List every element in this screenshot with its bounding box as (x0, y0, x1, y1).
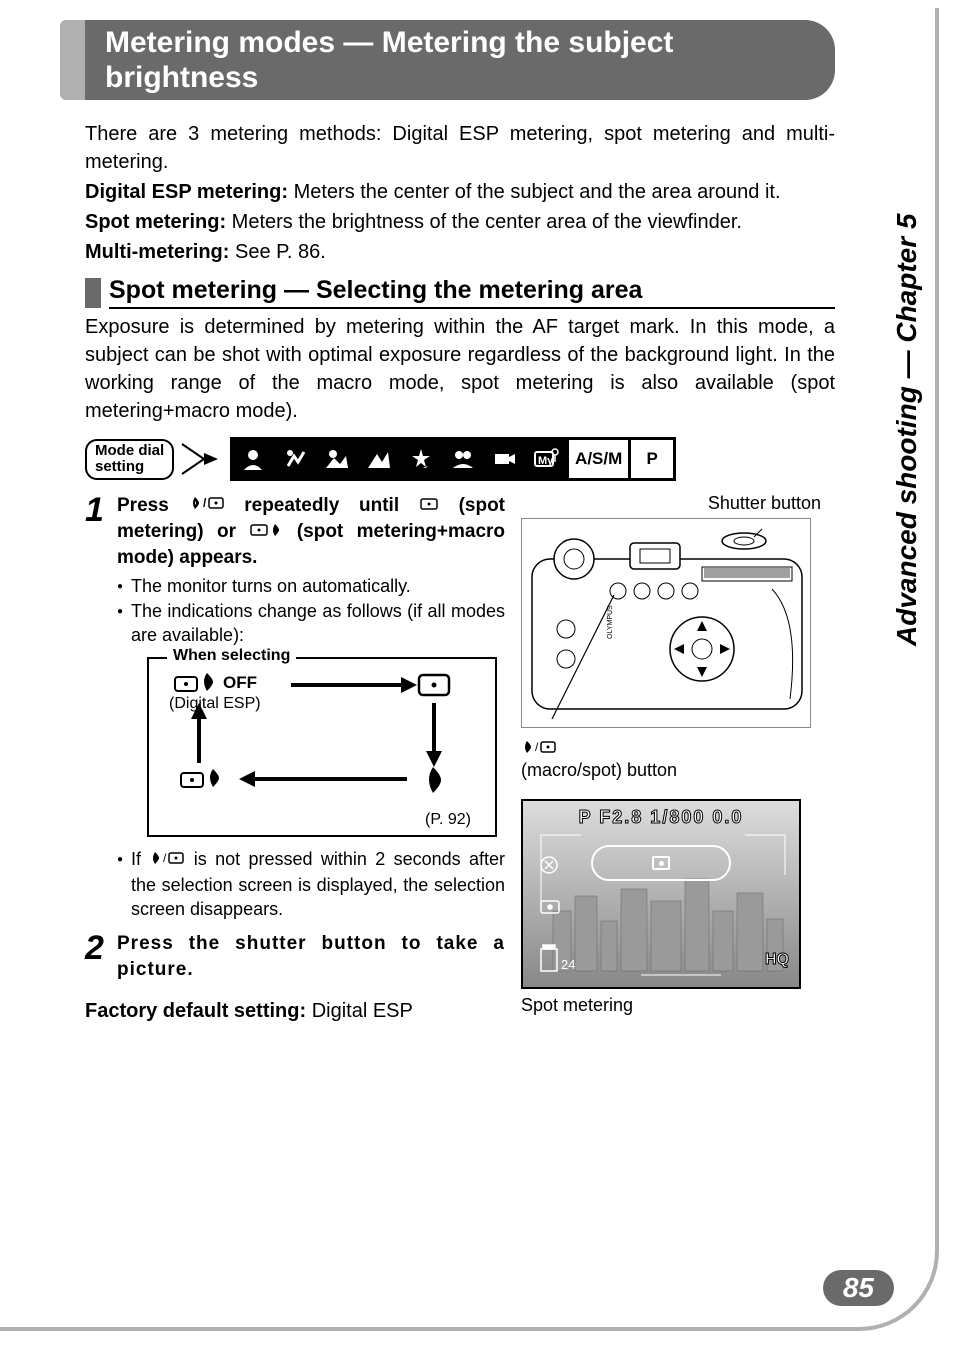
intro-overview: There are 3 metering methods: Digital ES… (85, 120, 835, 176)
macro-spot-combo-icon: / (189, 493, 225, 519)
right-column: Shutter button (521, 493, 821, 1023)
step-2-number: 2 (85, 931, 111, 982)
intro-digital-esp: Digital ESP metering: Meters the center … (85, 178, 835, 206)
two-columns: 1 Press / repeatedly until (spot meterin… (85, 493, 835, 1023)
svg-text:24: 24 (561, 957, 575, 972)
camera-illustration: OLYMPUS (521, 518, 811, 728)
content-area: There are 3 metering methods: Digital ES… (85, 120, 835, 1023)
cycle-off-sublabel: (Digital ESP) (169, 695, 261, 713)
lcd-preview: P F2.8 1/800 0.0 (521, 799, 801, 989)
mode-night-icon (401, 440, 443, 478)
svg-text:/: / (203, 496, 207, 510)
mode-sports-icon (275, 440, 317, 478)
mode-portrait-icon (233, 440, 275, 478)
spot-macro-icon (249, 519, 283, 545)
step-1-body: Press / repeatedly until (spot metering)… (117, 493, 505, 921)
step-2-lead: Press the shutter button to take a pictu… (117, 931, 505, 982)
header-left-stub (60, 20, 85, 100)
cycle-svg (161, 669, 487, 815)
intro-spot: Spot metering: Meters the brightness of … (85, 208, 835, 236)
macro-spot-combo-icon-2: / (149, 848, 185, 872)
bullet-timeout: If / is not pressed within 2 seconds aft… (117, 847, 505, 921)
step-1-lead: Press / repeatedly until (spot metering)… (117, 493, 505, 570)
mode-mymode-icon: My (527, 440, 569, 478)
svg-text:My: My (538, 455, 554, 467)
spot-icon (419, 493, 439, 519)
svg-text:/: / (535, 740, 539, 754)
lcd-scene: 24 (523, 801, 803, 991)
step-1-bullets-2: If / is not pressed within 2 seconds aft… (117, 847, 505, 921)
factory-default: Factory default setting: Digital ESP (85, 1000, 505, 1023)
step-1-number: 1 (85, 493, 111, 921)
subhead-accent-bar (85, 278, 101, 308)
lcd-spot-frame-icon (591, 845, 731, 881)
intro-multi: Multi-metering: See P. 86. (85, 238, 835, 266)
cycle-diagram: When selecting (147, 657, 497, 837)
left-column: 1 Press / repeatedly until (spot meterin… (85, 493, 505, 1023)
bullet-monitor: The monitor turns on automatically. (117, 574, 505, 598)
shutter-button-label: Shutter button (521, 493, 821, 514)
mode-p-cell: P (631, 440, 673, 478)
lcd-caption: Spot metering (521, 995, 821, 1016)
mode-landscape-portrait-icon (317, 440, 359, 478)
page-header: Metering modes — Metering the subject br… (85, 20, 835, 100)
cycle-page-ref: (P. 92) (425, 811, 471, 829)
cycle-title: When selecting (167, 647, 296, 665)
subhead-description: Exposure is determined by metering withi… (85, 313, 835, 425)
intro-block: There are 3 metering methods: Digital ES… (85, 120, 835, 266)
lcd-hq-label: HQ (765, 951, 789, 969)
mode-dial-label: Mode dialsetting (85, 439, 174, 480)
svg-text:OLYMPUS: OLYMPUS (607, 605, 614, 639)
side-tab: Advanced shooting — Chapter 5 (877, 120, 932, 640)
step-2: 2 Press the shutter button to take a pic… (85, 931, 505, 982)
macro-spot-combo-icon-3: / (521, 739, 557, 760)
subhead-text: Spot metering — Selecting the metering a… (109, 276, 835, 309)
mode-asm-cell: A/S/M (569, 440, 631, 478)
side-tab-text: Advanced shooting — Chapter 5 (891, 126, 923, 646)
macro-spot-button-label: / (macro/spot) button (521, 738, 821, 781)
mode-dial-row: Mode dialsetting My A/S/M P (85, 437, 835, 481)
svg-text:/: / (163, 851, 167, 865)
page-number: 85 (823, 1270, 894, 1306)
mode-movie-icon (485, 440, 527, 478)
mode-icon-strip: My A/S/M P (230, 437, 676, 481)
mode-self-portrait-icon (443, 440, 485, 478)
subheading-row: Spot metering — Selecting the metering a… (85, 276, 835, 309)
bullet-indications: The indications change as follows (if al… (117, 599, 505, 648)
mode-arrow-icon (180, 440, 224, 478)
cycle-off-label: OFF (223, 673, 257, 693)
step-1: 1 Press / repeatedly until (spot meterin… (85, 493, 505, 921)
step-1-bullets: The monitor turns on automatically. The … (117, 574, 505, 647)
mode-landscape-icon (359, 440, 401, 478)
step-2-body: Press the shutter button to take a pictu… (117, 931, 505, 982)
